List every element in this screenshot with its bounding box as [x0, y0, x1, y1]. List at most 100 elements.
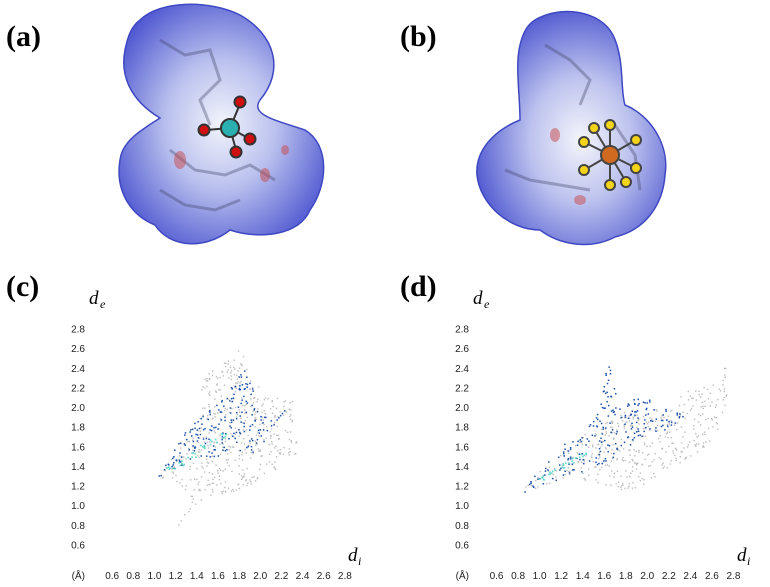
fingerprint-point: [236, 414, 238, 416]
fingerprint-point: [190, 479, 192, 481]
series-high-density: [538, 452, 588, 481]
contact-point: [664, 429, 666, 431]
fingerprint-point: [202, 386, 204, 388]
contact-point: [250, 445, 253, 448]
fingerprint-point: [289, 450, 291, 453]
panel-label-c: (c): [6, 270, 40, 303]
fingerprint-point: [716, 423, 718, 425]
fingerprint-point: [201, 465, 203, 468]
fingerprint-point: [555, 470, 557, 472]
fingerprint-point: [243, 409, 246, 411]
contact-point: [240, 402, 242, 405]
fingerprint-point: [648, 453, 650, 455]
contact-point: [279, 414, 282, 417]
fingerprint-point: [723, 388, 726, 390]
fingerprint-point: [552, 473, 555, 476]
contact-point: [588, 460, 591, 462]
fingerprint-point: [204, 407, 206, 409]
fingerprint-point: [704, 433, 706, 436]
fingerprint-point: [215, 464, 217, 466]
density-point: [195, 456, 197, 459]
fingerprint-point: [295, 452, 297, 455]
fingerprint-point: [605, 432, 608, 435]
contact-point: [646, 402, 648, 404]
plot-area: [475, 310, 755, 565]
fingerprint-point: [274, 467, 276, 469]
fingerprint-point: [605, 431, 608, 433]
contact-point: [653, 408, 655, 411]
contact-point: [567, 459, 569, 461]
fingerprint-point: [631, 487, 634, 489]
contact-point: [596, 418, 599, 421]
fingerprint-point: [673, 424, 676, 426]
contact-point: [668, 421, 670, 423]
contact-point: [240, 374, 242, 376]
density-point: [179, 464, 182, 467]
y-tick-label: 0.6: [71, 540, 85, 551]
fingerprint-point: [632, 459, 634, 462]
contact-point: [635, 411, 637, 413]
contact-point: [634, 414, 636, 416]
contact-point: [179, 442, 182, 445]
contact-point: [230, 386, 233, 389]
fingerprint-point: [183, 514, 186, 516]
fingerprint-point: [199, 437, 201, 440]
fingerprint-point: [238, 487, 241, 490]
fingerprint-point: [259, 463, 262, 466]
contact-point: [209, 411, 211, 414]
contact-point: [200, 417, 203, 420]
contact-point: [246, 376, 248, 378]
fingerprint-point: [675, 448, 677, 450]
fingerprint-point: [224, 440, 227, 443]
fingerprint-point: [604, 428, 607, 430]
fingerprint-point: [636, 462, 638, 465]
fingerprint-point: [235, 382, 237, 384]
contact-point: [596, 413, 599, 416]
fingerprint-point: [238, 465, 240, 467]
fingerprint-point: [695, 445, 697, 447]
fingerprint-point: [177, 458, 179, 461]
fingerprint-point: [636, 414, 638, 416]
contact-point: [603, 386, 606, 388]
fingerprint-point: [684, 431, 686, 433]
fingerprint-point: [643, 483, 645, 485]
contact-point: [524, 491, 526, 493]
contact-point: [253, 408, 256, 410]
fingerprint-point: [644, 427, 647, 430]
y-tick-label: 0.8: [71, 521, 85, 532]
contact-point: [196, 434, 199, 436]
fingerprint-point: [704, 418, 707, 421]
fingerprint-point: [257, 448, 260, 450]
fingerprint-point: [548, 470, 550, 472]
contact-point: [204, 442, 207, 445]
contact-point: [537, 478, 539, 480]
contact-point: [624, 416, 627, 418]
density-point: [169, 467, 171, 469]
fingerprint-point: [246, 484, 248, 487]
fingerprint-point: [649, 417, 651, 419]
fingerprint-point: [288, 408, 290, 411]
fingerprint-point: [295, 442, 297, 444]
fingerprint-point: [260, 455, 262, 457]
fingerprint-point: [684, 457, 687, 459]
fingerprint-point: [655, 409, 658, 411]
fingerprint-point: [631, 424, 634, 427]
fingerprint-point: [200, 476, 203, 478]
contact-point: [614, 413, 616, 416]
fingerprint-point: [702, 405, 704, 407]
fingerprint-point: [199, 417, 201, 420]
fingerprint-point: [646, 445, 648, 447]
contact-point: [218, 409, 220, 411]
fingerprint-point: [198, 488, 201, 491]
fingerprint-point: [253, 476, 255, 478]
fingerprint-point: [608, 465, 611, 467]
x-tick-label: 1.0: [148, 571, 162, 582]
fingerprint-point: [227, 458, 229, 461]
fingerprint-point: [227, 487, 230, 489]
fingerprint-point: [548, 482, 551, 485]
fingerprint-point: [240, 478, 243, 480]
fingerprint-point: [590, 457, 593, 459]
contact-point: [660, 419, 663, 422]
fingerprint-point: [235, 386, 237, 388]
contact-point: [199, 433, 202, 436]
